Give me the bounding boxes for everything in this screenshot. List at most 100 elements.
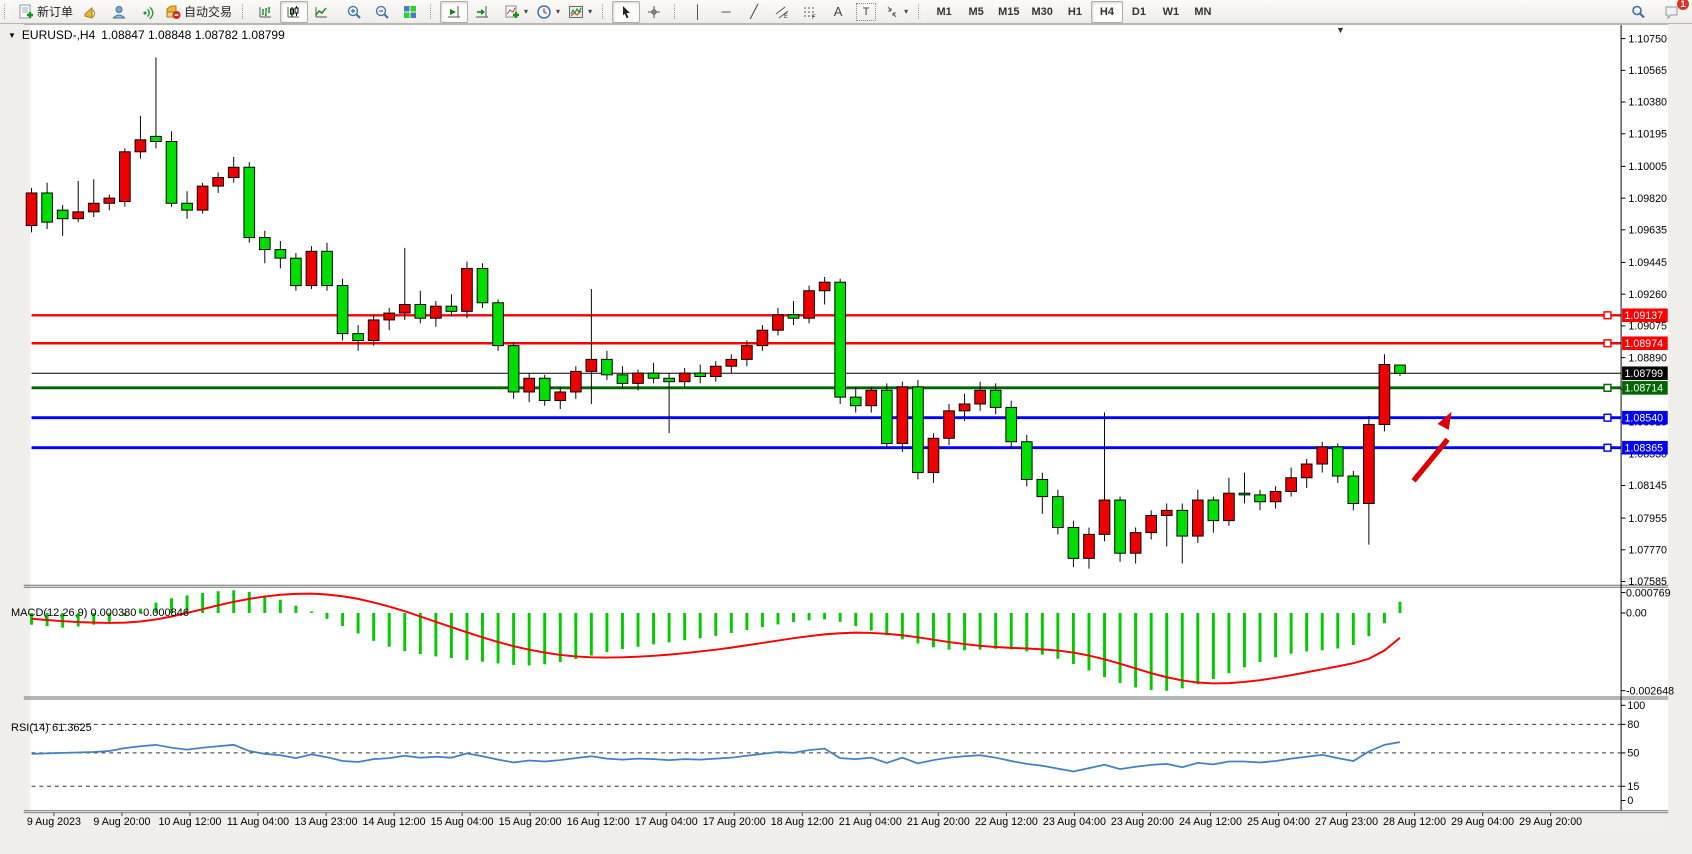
bar-chart-button[interactable] <box>252 1 280 23</box>
tab-timeframe-W1[interactable]: W1 <box>1162 5 1180 18</box>
price-badge-label: 1.08714 <box>1624 383 1663 395</box>
time-tick-label: 9 Aug 20:00 <box>93 816 150 828</box>
chart-shift-marker-icon[interactable]: ▼ <box>1336 25 1345 35</box>
rsi-level-label: 15 <box>1627 781 1639 793</box>
auto-scroll-button[interactable] <box>440 0 469 23</box>
text-label-button[interactable]: T <box>852 1 880 23</box>
notifications-button[interactable]: 1 <box>1658 0 1689 23</box>
candle-body <box>1145 515 1158 534</box>
time-tick-label: 23 Aug 04:00 <box>1043 816 1106 828</box>
toolbar-grip[interactable] <box>918 4 925 19</box>
toolbar-group-charttype <box>238 0 338 23</box>
tab-timeframe-M15[interactable]: M15 <box>998 5 1020 18</box>
candle-body <box>1036 478 1049 498</box>
price-tick-label: 1.09260 <box>1628 289 1667 301</box>
candles-layer[interactable] <box>25 57 1406 569</box>
toolbar-group-trade: 新订单 自动交易 <box>0 0 238 23</box>
signal-button[interactable] <box>133 1 161 23</box>
toolbar-grip[interactable] <box>674 4 681 19</box>
dropdown-arrow-icon: ▾ <box>524 7 529 16</box>
alerts-button[interactable] <box>77 1 105 23</box>
candle-body <box>647 372 660 379</box>
candle-body <box>196 185 209 211</box>
candle-body <box>461 267 473 312</box>
zoom-in-button[interactable] <box>340 1 368 23</box>
line-chart-icon <box>314 4 330 20</box>
annotation-arrow-up[interactable] <box>1411 411 1452 483</box>
candle-body <box>398 303 411 314</box>
auto-trading-button[interactable]: 自动交易 <box>161 1 236 23</box>
toolbar-grip[interactable] <box>602 4 609 19</box>
horizontal-line-button[interactable]: ─ <box>712 1 740 23</box>
toolbar-grip[interactable] <box>242 4 249 19</box>
search-button[interactable] <box>1624 1 1652 23</box>
chart-canvas[interactable]: 1.10750 1.10565 1.10380 1.10195 1.10005 1.098… <box>0 24 1692 854</box>
dropdown-arrow-icon: ▾ <box>556 7 561 16</box>
cursor-button[interactable] <box>612 0 641 23</box>
time-tick-label: 16 Aug 12:00 <box>567 816 630 828</box>
tile-windows-button[interactable] <box>396 1 424 23</box>
periods-button[interactable]: ▾ <box>532 1 564 23</box>
hline-handle <box>1603 443 1612 452</box>
dropdown-arrow-icon: ▾ <box>904 7 909 16</box>
price-badges: 1.09137 1.08974 1.08799 1.08714 1.08540 1.083… <box>1622 308 1668 455</box>
chart-title: ▼ EURUSD-,H4 1.08847 1.08848 1.08782 1.0… <box>8 28 285 42</box>
templates-button[interactable]: ▾ <box>564 1 596 23</box>
rsi-pane[interactable]: 100 80 50 15 0 <box>31 700 1646 807</box>
tab-timeframe-H4[interactable]: H4 <box>1090 0 1123 23</box>
toolbar-group-objects: │ ─ ╱ E F A T ▾ <box>670 0 914 23</box>
tab-timeframe-M1[interactable]: M1 <box>936 5 952 18</box>
candle-body <box>943 410 955 439</box>
trendline-button[interactable]: ╱ <box>740 1 768 23</box>
channel-icon: E <box>774 4 790 20</box>
new-order-icon <box>18 4 34 20</box>
price-tick-label: 1.10005 <box>1628 161 1667 173</box>
chart-menu-triangle-icon[interactable]: ▼ <box>8 30 16 40</box>
candle-body <box>974 389 986 405</box>
candle-body <box>87 202 100 213</box>
candle-body <box>1114 499 1126 554</box>
chart-shift-button[interactable] <box>468 1 496 23</box>
line-chart-button[interactable] <box>308 1 336 23</box>
fibonacci-button[interactable]: F <box>796 1 824 23</box>
candle-body <box>383 312 396 321</box>
time-tick-label: 17 Aug 04:00 <box>635 816 698 828</box>
toolbar-grip[interactable] <box>4 4 10 19</box>
text-tool-button[interactable]: A <box>824 1 852 23</box>
tab-timeframe-H1[interactable]: H1 <box>1067 5 1082 18</box>
indicators-button[interactable]: ▾ <box>500 1 532 23</box>
vertical-line-button[interactable]: │ <box>684 1 712 23</box>
crosshair-button[interactable] <box>640 1 668 23</box>
candle-body <box>1238 492 1251 496</box>
tab-timeframe-M30[interactable]: M30 <box>1031 5 1053 18</box>
zoom-out-button[interactable] <box>368 1 396 23</box>
candle-body <box>430 305 442 319</box>
candle-body <box>336 285 349 335</box>
channel-button[interactable]: E <box>768 1 796 23</box>
rsi-level-label: 80 <box>1627 719 1639 731</box>
crosshair-icon <box>646 4 662 20</box>
candlestick-chart-button[interactable] <box>280 0 309 23</box>
pane-borders <box>23 24 1669 814</box>
fibonacci-icon: F <box>802 4 818 21</box>
price-tick-label: 1.10380 <box>1628 97 1667 109</box>
tab-timeframe-M5[interactable]: M5 <box>968 5 984 18</box>
hlines-layer[interactable] <box>31 311 1622 452</box>
dropdown-arrow-icon: ▾ <box>588 7 593 16</box>
tab-timeframe-D1[interactable]: D1 <box>1131 5 1146 18</box>
profile-button[interactable] <box>105 1 133 23</box>
hline-handle <box>1603 413 1612 422</box>
chart-shift-icon <box>474 4 490 20</box>
chart-window[interactable]: 1.10750 1.10565 1.10380 1.10195 1.10005 1.098… <box>0 24 1692 854</box>
new-order-button[interactable]: 新订单 <box>14 1 77 23</box>
tab-timeframe-MN[interactable]: MN <box>1194 5 1212 18</box>
time-axis[interactable]: 9 Aug 2023 9 Aug 20:00 10 Aug 12:00 11 Aug … <box>27 812 1582 828</box>
candle-body <box>25 192 38 227</box>
candle-body <box>1191 499 1204 537</box>
macd-pane[interactable]: 0.000769 0.00 -0.002648 <box>30 587 1675 697</box>
arrows-tool-button[interactable]: ▾ <box>880 1 912 23</box>
macd-indicator-label: MACD(12,26,9) 0.000380 -0.000846 <box>11 607 189 619</box>
search-icon <box>1630 4 1646 20</box>
candle-body <box>912 386 924 474</box>
toolbar-grip[interactable] <box>430 4 437 19</box>
